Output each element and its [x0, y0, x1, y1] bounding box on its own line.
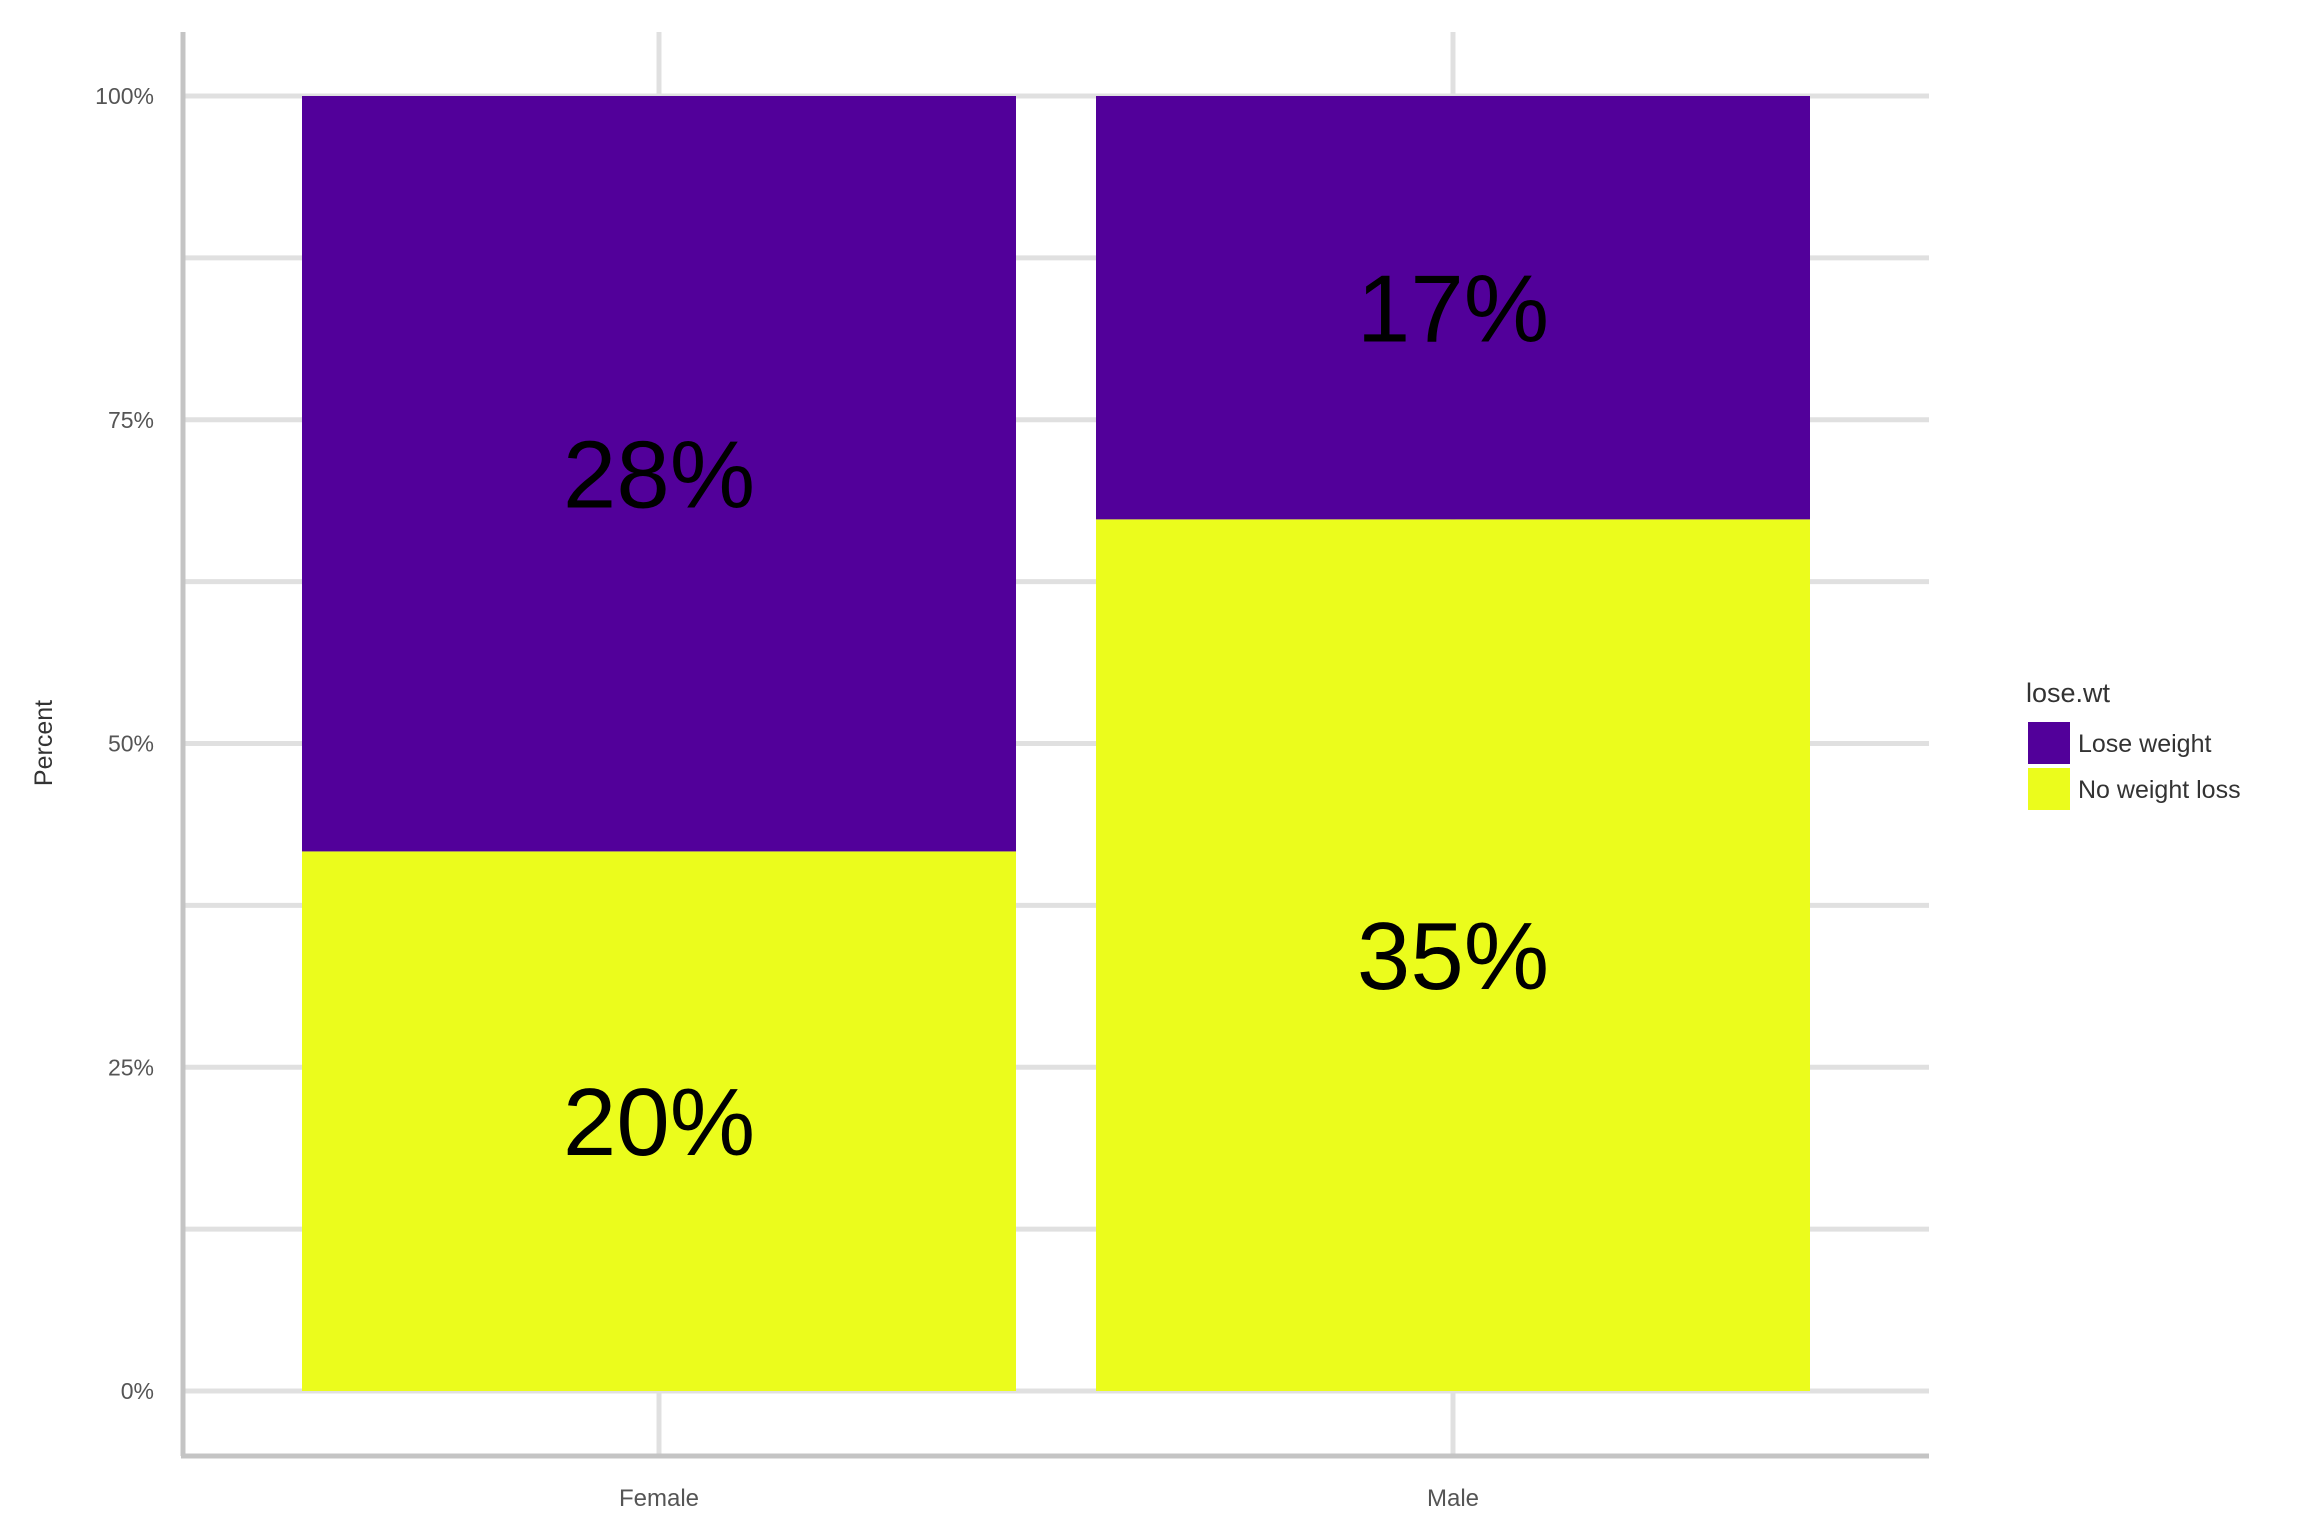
y-tick-label: 0% — [121, 1378, 154, 1404]
data-label: 35% — [1357, 903, 1549, 1010]
data-label: 20% — [563, 1069, 755, 1176]
bar-male-lose-weight — [1096, 96, 1810, 520]
legend-label: No weight loss — [2078, 776, 2241, 804]
y-tick-label: 75% — [108, 407, 154, 433]
y-tick-label: 25% — [108, 1054, 154, 1080]
x-tick-label: Female — [619, 1485, 699, 1512]
y-tick-label: 50% — [108, 731, 154, 757]
data-label: 17% — [1357, 256, 1549, 363]
bars: 20% 28% 35% 17% — [302, 96, 1810, 1391]
legend-title: lose.wt — [2026, 678, 2111, 708]
legend: lose.wt Lose weight No weight loss — [2026, 678, 2241, 810]
x-tick-label: Male — [1427, 1485, 1479, 1512]
bar-female-lose-weight — [302, 96, 1016, 852]
bar-female-no-weight-loss — [302, 851, 1016, 1391]
legend-swatch — [2028, 768, 2070, 810]
legend-label: Lose weight — [2078, 730, 2211, 758]
data-label: 28% — [563, 422, 755, 529]
y-tick-label: 100% — [95, 83, 154, 109]
y-axis-label: Percent — [30, 700, 58, 786]
legend-swatch — [2028, 722, 2070, 764]
bar-male-no-weight-loss — [1096, 519, 1810, 1391]
axes: Female Male 0% 25% 50% 75% 100% — [95, 32, 1929, 1512]
